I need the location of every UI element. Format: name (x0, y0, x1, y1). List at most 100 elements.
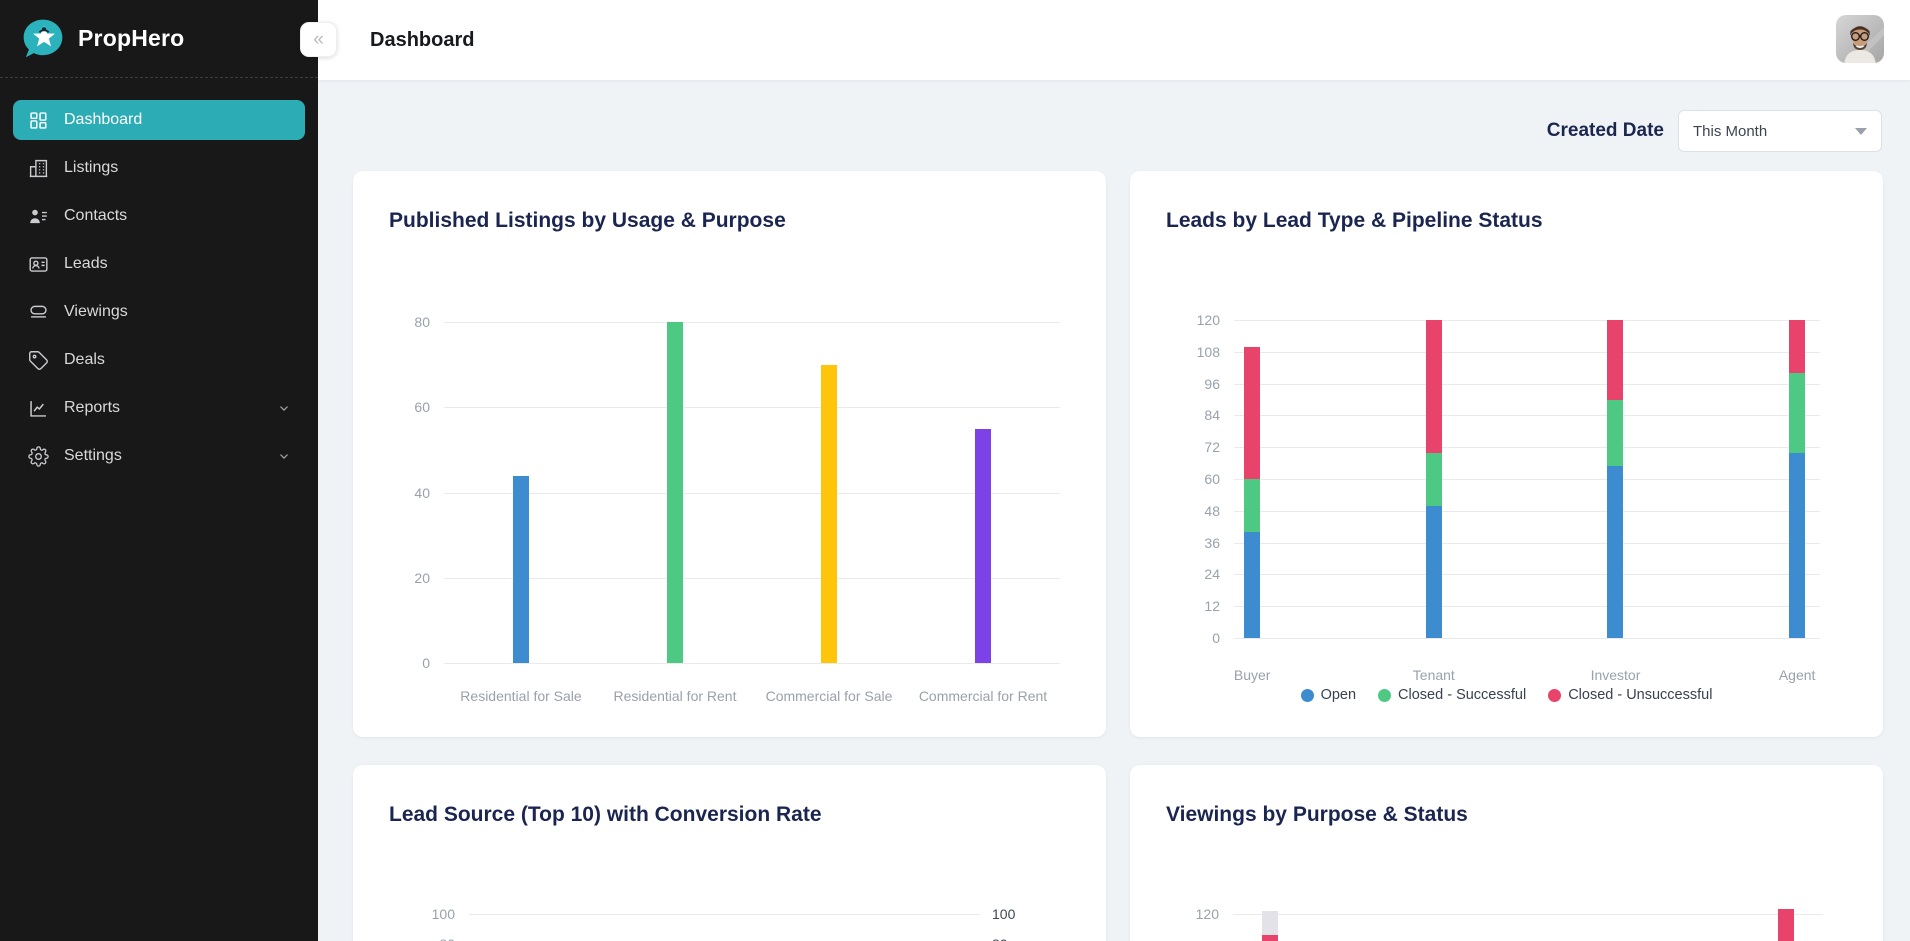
y-axis-tick: 48 (1204, 502, 1220, 519)
sidebar: PropHero Dashboard Listings Contacts Leads V… (0, 0, 318, 941)
y-axis-tick: 120 (1196, 312, 1220, 328)
stack-agent-closed---successful (1789, 373, 1806, 453)
chart-title-viewings: Viewings by Purpose & Status (1166, 803, 1468, 826)
y-axis-tick: 84 (1204, 407, 1220, 424)
filter-row: Created Date This Month (1547, 110, 1882, 152)
stack-investor-closed---successful (1607, 399, 1624, 466)
x-axis-label: Agent (1778, 667, 1816, 683)
deals-tag-icon (28, 350, 49, 371)
dashboard-icon (28, 110, 49, 131)
sidebar-item-dashboard[interactable]: Dashboard (13, 100, 305, 140)
sidebar-item-deals[interactable]: Deals (13, 340, 305, 380)
user-avatar[interactable] (1836, 15, 1884, 63)
y-axis-tick: 108 (1196, 343, 1220, 360)
x-axis-label: Commercial for Rent (918, 688, 1048, 704)
viewings-chart: 120 108 (1130, 765, 1883, 941)
x-axis-label: Investor (1590, 667, 1641, 683)
sidebar-item-label: Dashboard (64, 111, 143, 128)
bar-residential-for-sale (513, 475, 529, 664)
top-header: Dashboard (318, 0, 1910, 80)
leads-card-icon (28, 254, 49, 275)
legend-label: Closed - Unsuccessful (1568, 687, 1713, 703)
sidebar-item-label: Deals (64, 351, 105, 368)
stack-buyer-closed---successful (1244, 479, 1261, 532)
x-axis-label: Residential for Rent (613, 688, 737, 704)
logo[interactable]: PropHero (0, 0, 318, 78)
stack-investor-closed---unsuccessful (1607, 320, 1624, 400)
y-axis-tick: 60 (414, 399, 430, 416)
legend-dot (1378, 688, 1392, 702)
prophero-logo-icon (20, 16, 66, 62)
card-leads-pipeline: Leads by Lead Type & Pipeline Status 120… (1130, 171, 1883, 737)
y-axis-tick: 72 (1204, 439, 1220, 456)
legend-label: Closed - Successful (1398, 687, 1527, 703)
legend-item: Closed - Unsuccessful (1548, 687, 1712, 703)
sidebar-item-listings[interactable]: Listings (13, 148, 305, 188)
card-viewings: Viewings by Purpose & Status 120 108 (1130, 765, 1883, 941)
legend-dot (1548, 688, 1562, 702)
page-title: Dashboard (370, 28, 475, 51)
card-published-listings: Published Listings by Usage & Purpose 80… (353, 171, 1106, 737)
sidebar-item-label: Reports (64, 399, 121, 416)
stack-agent-closed---unsuccessful (1789, 320, 1806, 373)
lead-source-chart: 100 100 80 80 (353, 765, 1106, 941)
sidebar-item-settings[interactable]: Settings (13, 436, 305, 476)
right-y-axis-tick: 80 (992, 934, 1062, 941)
sidebar-item-leads[interactable]: Leads (13, 244, 305, 284)
chevron-down-icon (277, 449, 291, 463)
created-date-label: Created Date (1546, 120, 1664, 141)
partial-bar-segment (1261, 935, 1278, 941)
y-axis-tick: 60 (1204, 471, 1220, 487)
bar-commercial-for-rent (975, 428, 991, 664)
published-listings-chart: 80 60 40 20 0 Residential for Sale Residential… (353, 171, 1106, 737)
x-axis-label: Tenant (1412, 667, 1455, 683)
chart-title-lead-source: Lead Source (Top 10) with Conversion Rat… (389, 803, 822, 826)
x-axis-label: Residential for Sale (460, 688, 582, 704)
date-range-select[interactable]: This Month (1678, 110, 1882, 152)
viewings-icon (28, 302, 49, 323)
sidebar-item-label: Settings (64, 447, 122, 464)
sidebar-item-reports[interactable]: Reports (13, 388, 305, 428)
y-axis-tick: 20 (414, 569, 430, 586)
right-y-axis-tick: 100 (992, 906, 1016, 922)
chart-legend: Open Closed - Successful Closed - Unsucces… (1130, 687, 1883, 703)
y-axis-tick: 120 (1195, 906, 1219, 922)
sidebar-collapse-button[interactable]: « (300, 22, 337, 57)
y-axis-tick: 80 (385, 934, 455, 941)
legend-item: Closed - Successful (1378, 687, 1526, 703)
bar-commercial-for-sale (821, 364, 837, 664)
sidebar-item-label: Contacts (64, 207, 128, 224)
sidebar-item-label: Listings (64, 159, 119, 176)
sidebar-item-contacts[interactable]: Contacts (13, 196, 305, 236)
leads-pipeline-chart: 120 108 96 84 72 60 48 36 24 12 0 Buyer Tenant Invest… (1130, 171, 1883, 737)
legend-label: Open (1320, 687, 1357, 703)
double-chevron-left-icon: « (313, 29, 324, 50)
stack-buyer-open (1244, 532, 1261, 638)
listings-building-icon (28, 158, 49, 179)
card-lead-source: Lead Source (Top 10) with Conversion Rat… (353, 765, 1106, 941)
x-axis-label: Buyer (1233, 667, 1271, 683)
y-axis-tick: 100 (431, 906, 455, 922)
legend-item: Open (1300, 687, 1357, 703)
bar-residential-for-rent (667, 322, 683, 664)
sidebar-nav: Dashboard Listings Contacts Leads Viewings De… (0, 78, 318, 476)
chevron-down-icon (1855, 127, 1867, 135)
stack-tenant-closed---unsuccessful (1425, 320, 1442, 453)
y-axis-tick: 96 (1204, 375, 1220, 392)
y-axis-tick: 108 (1149, 936, 1219, 941)
stack-investor-open (1607, 465, 1624, 638)
sidebar-item-viewings[interactable]: Viewings (13, 292, 305, 332)
sidebar-item-label: Leads (64, 255, 108, 272)
stack-buyer-closed---unsuccessful (1244, 346, 1261, 479)
partial-bar-segment (1778, 908, 1795, 941)
partial-bar-segment (1261, 911, 1278, 936)
y-axis-tick: 24 (1204, 566, 1220, 583)
y-axis-tick: 0 (422, 655, 430, 672)
settings-gear-icon (28, 445, 49, 467)
logo-text: PropHero (78, 25, 185, 51)
reports-chart-icon (28, 398, 49, 419)
chart-title-leads-pipeline: Leads by Lead Type & Pipeline Status (1166, 209, 1543, 232)
date-range-value: This Month (1693, 122, 1768, 140)
y-axis-tick: 12 (1204, 598, 1220, 615)
